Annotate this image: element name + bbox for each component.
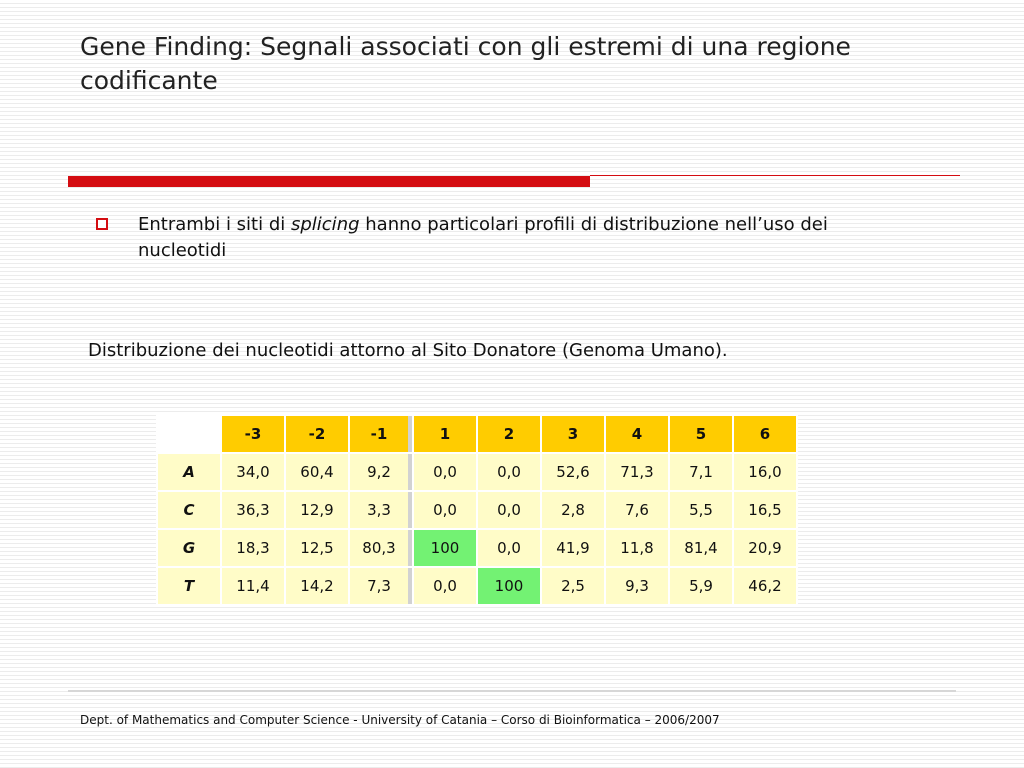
- table-header-row: -3 -2 -1 1 2 3 4 5 6: [158, 416, 796, 452]
- footer-text: Dept. of Mathematics and Computer Scienc…: [80, 713, 720, 727]
- table-cell: 0,0: [478, 530, 540, 566]
- table-corner-cell: [158, 416, 220, 452]
- column-header: 2: [478, 416, 540, 452]
- table-row: A 34,0 60,4 9,2 0,0 0,0 52,6 71,3 7,1 16…: [158, 454, 796, 490]
- title-underline-bar: [68, 176, 590, 187]
- bullet-text: Entrambi i siti di splicing hanno partic…: [138, 212, 916, 264]
- bullet-text-start: Entrambi i siti di: [138, 214, 291, 235]
- table-cell: 16,5: [734, 492, 796, 528]
- column-header: 5: [670, 416, 732, 452]
- table-cell: 0,0: [414, 492, 476, 528]
- table-cell: 52,6: [542, 454, 604, 490]
- table-cell: 0,0: [414, 568, 476, 604]
- table-cell: 0,0: [478, 492, 540, 528]
- column-header: 3: [542, 416, 604, 452]
- bullet-item: Entrambi i siti di splicing hanno partic…: [96, 212, 916, 264]
- table-cell: 7,6: [606, 492, 668, 528]
- table-cell: 46,2: [734, 568, 796, 604]
- table-row: C 36,3 12,9 3,3 0,0 0,0 2,8 7,6 5,5 16,5: [158, 492, 796, 528]
- row-header: C: [158, 492, 220, 528]
- table-cell: 5,5: [670, 492, 732, 528]
- table-cell: 5,9: [670, 568, 732, 604]
- column-header: -3: [222, 416, 284, 452]
- table-cell: 2,8: [542, 492, 604, 528]
- square-bullet-icon: [96, 218, 108, 230]
- table-cell: 7,1: [670, 454, 732, 490]
- table-cell-highlight: 100: [414, 530, 476, 566]
- footer-divider: [68, 690, 956, 692]
- row-header: A: [158, 454, 220, 490]
- bullet-text-italic: splicing: [290, 214, 360, 235]
- nucleotide-distribution-table: -3 -2 -1 1 2 3 4 5 6 A 34,0 60,4 9,2 0,0…: [156, 414, 798, 606]
- table-cell: 7,3: [350, 568, 412, 604]
- table-cell: 2,5: [542, 568, 604, 604]
- table-cell: 0,0: [478, 454, 540, 490]
- table-cell: 9,2: [350, 454, 412, 490]
- table-cell: 14,2: [286, 568, 348, 604]
- table-cell: 12,5: [286, 530, 348, 566]
- table-cell: 81,4: [670, 530, 732, 566]
- table-caption: Distribuzione dei nucleotidi attorno al …: [88, 340, 728, 361]
- column-header: 6: [734, 416, 796, 452]
- table-cell: 20,9: [734, 530, 796, 566]
- bullet-text-end: hanno particolari profili di distribuzio…: [138, 214, 828, 261]
- slide-title: Gene Finding: Segnali associati con gli …: [80, 32, 851, 95]
- table-cell: 11,8: [606, 530, 668, 566]
- table-cell: 60,4: [286, 454, 348, 490]
- title-underline-thin: [590, 175, 960, 176]
- table-cell-highlight: 100: [478, 568, 540, 604]
- column-header: 1: [414, 416, 476, 452]
- column-header: -1: [350, 416, 412, 452]
- table-cell: 34,0: [222, 454, 284, 490]
- table-cell: 12,9: [286, 492, 348, 528]
- column-header: -2: [286, 416, 348, 452]
- column-header: 4: [606, 416, 668, 452]
- table-cell: 9,3: [606, 568, 668, 604]
- table-cell: 0,0: [414, 454, 476, 490]
- table-cell: 16,0: [734, 454, 796, 490]
- table-cell: 11,4: [222, 568, 284, 604]
- table-cell: 36,3: [222, 492, 284, 528]
- table-cell: 80,3: [350, 530, 412, 566]
- table-cell: 41,9: [542, 530, 604, 566]
- table-row: T 11,4 14,2 7,3 0,0 100 2,5 9,3 5,9 46,2: [158, 568, 796, 604]
- table-cell: 18,3: [222, 530, 284, 566]
- table-cell: 3,3: [350, 492, 412, 528]
- table-row: G 18,3 12,5 80,3 100 0,0 41,9 11,8 81,4 …: [158, 530, 796, 566]
- row-header: G: [158, 530, 220, 566]
- table-cell: 71,3: [606, 454, 668, 490]
- row-header: T: [158, 568, 220, 604]
